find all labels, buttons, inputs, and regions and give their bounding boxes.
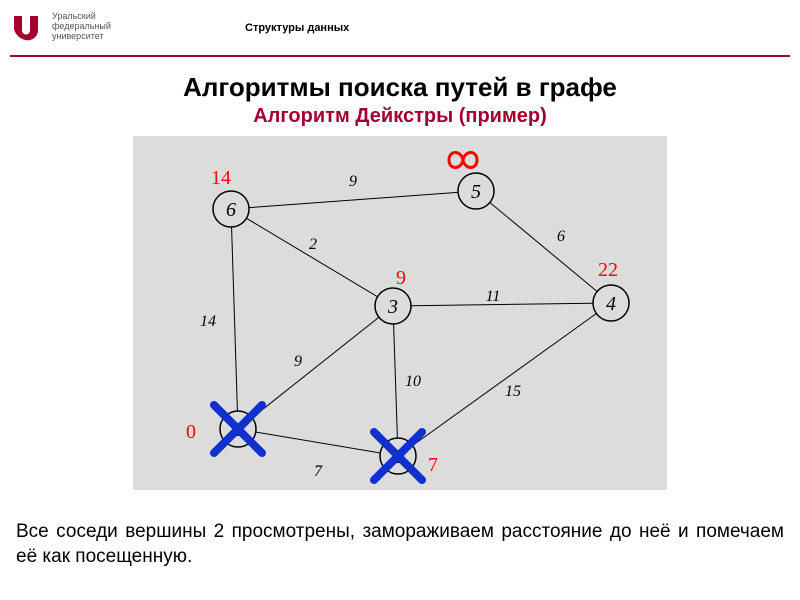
logo-mark-icon bbox=[10, 10, 44, 44]
header-divider bbox=[10, 55, 790, 57]
svg-text:9: 9 bbox=[349, 173, 357, 190]
svg-text:15: 15 bbox=[505, 383, 521, 400]
svg-text:14: 14 bbox=[200, 313, 216, 330]
svg-text:6: 6 bbox=[226, 199, 236, 221]
slide-caption: Все соседи вершины 2 просмотрены, замора… bbox=[16, 519, 784, 570]
svg-text:7: 7 bbox=[428, 454, 438, 476]
svg-text:9: 9 bbox=[294, 353, 302, 370]
logo-text: Уральский федеральный университет bbox=[52, 12, 111, 42]
svg-text:22: 22 bbox=[598, 259, 618, 281]
svg-text:3: 3 bbox=[387, 296, 398, 318]
slide-subtitle: Алгоритм Дейкстры (пример) bbox=[0, 105, 800, 128]
svg-text:7: 7 bbox=[314, 463, 323, 480]
svg-text:9: 9 bbox=[396, 267, 406, 289]
svg-text:6: 6 bbox=[557, 228, 565, 245]
logo-text-l3: университет bbox=[52, 32, 111, 42]
svg-text:10: 10 bbox=[405, 373, 421, 390]
svg-text:14: 14 bbox=[211, 167, 231, 189]
slide-header: Уральский федеральный университет Структ… bbox=[0, 0, 800, 60]
graph-svg: 79141015112961234560792214 bbox=[133, 136, 667, 490]
course-title: Структуры данных bbox=[245, 22, 349, 34]
svg-text:4: 4 bbox=[606, 293, 616, 315]
svg-text:2: 2 bbox=[309, 236, 317, 253]
svg-text:5: 5 bbox=[471, 181, 481, 203]
slide-title: Алгоритмы поиска путей в графе bbox=[0, 72, 800, 103]
svg-text:11: 11 bbox=[486, 288, 501, 305]
svg-text:0: 0 bbox=[186, 421, 196, 443]
university-logo: Уральский федеральный университет bbox=[10, 10, 111, 44]
graph-diagram: 79141015112961234560792214 bbox=[133, 136, 667, 490]
